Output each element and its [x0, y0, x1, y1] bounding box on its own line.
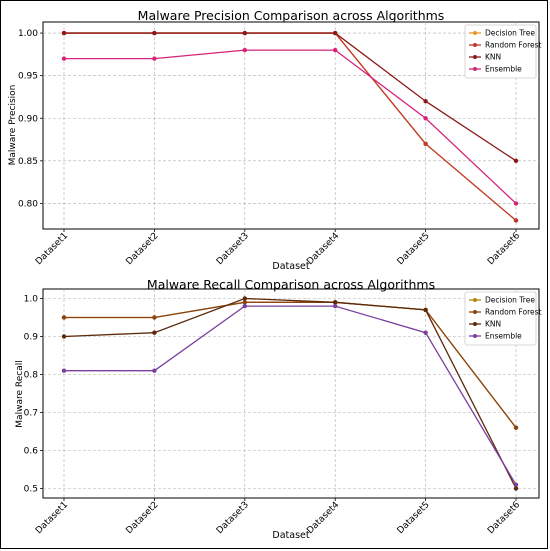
data-point: [513, 425, 519, 430]
legend-swatch-marker: [473, 43, 477, 47]
series-line-random-forest: [64, 32, 517, 221]
legend-box: [464, 291, 537, 346]
precision-y-axis-label: Malware Precision: [8, 85, 18, 166]
recall-y-ticks: 0.5 0.6 0.7 0.8 0.9 1.0: [24, 295, 43, 495]
x-tick-label: Dataset6: [486, 500, 522, 536]
legend-swatch-marker: [473, 55, 477, 59]
data-point: [333, 300, 338, 305]
legend-swatch-marker: [473, 310, 477, 314]
precision-chart: Malware Precision Comparison across Algo…: [8, 8, 542, 272]
y-tick-label: 1.0: [24, 295, 39, 305]
legend-label: Ensemble: [485, 332, 522, 341]
data-point: [152, 330, 157, 335]
legend-box: [464, 24, 537, 79]
data-point: [242, 300, 247, 305]
y-tick-label: 0.7: [24, 409, 38, 419]
x-tick-label: Dataset1: [34, 500, 70, 536]
x-tick-label: Dataset2: [124, 500, 160, 536]
data-point: [333, 303, 338, 309]
precision-plot-area: [42, 21, 540, 230]
recall-plot-area: [42, 288, 540, 499]
data-point: [423, 99, 428, 104]
y-tick-label: 0.95: [18, 72, 38, 82]
data-point: [423, 141, 428, 147]
series-line-decision-tree: [64, 32, 517, 221]
data-point: [423, 307, 428, 313]
precision-chart-title: Malware Precision Comparison across Algo…: [138, 8, 445, 23]
data-point: [242, 30, 247, 36]
y-tick-label: 0.5: [24, 485, 38, 495]
legend-label: KNN: [485, 320, 501, 329]
y-tick-label: 0.9: [24, 333, 39, 343]
series-line-random-forest: [64, 301, 517, 429]
y-tick-label: 0.80: [18, 199, 38, 209]
data-point: [423, 330, 428, 335]
data-point: [152, 56, 157, 61]
data-point: [513, 158, 519, 164]
x-tick-label: Dataset5: [396, 231, 432, 267]
data-point: [513, 201, 519, 206]
y-tick-label: 0.85: [18, 157, 38, 167]
x-tick-label: Dataset6: [486, 231, 522, 267]
precision-legend: Decision Tree Random Forest KNN Ensemble: [464, 24, 542, 79]
data-point: [513, 482, 519, 487]
recall-grid: [43, 289, 539, 498]
y-tick-label: 0.8: [24, 371, 39, 381]
legend-label: Decision Tree: [485, 296, 535, 305]
y-tick-label: 0.6: [24, 447, 39, 457]
data-point: [61, 30, 67, 36]
data-point: [333, 47, 338, 53]
recall-y-axis-label: Malware Recall: [15, 360, 25, 427]
precision-y-ticks: 0.80 0.85 0.90 0.95 1.00: [18, 29, 43, 209]
data-point: [242, 47, 247, 53]
data-point: [513, 218, 519, 223]
x-tick-label: Dataset2: [124, 231, 160, 267]
series-line-ensemble: [64, 305, 517, 486]
recall-legend: Decision Tree Random Forest KNN Ensemble: [464, 291, 542, 346]
data-point: [423, 116, 428, 121]
y-tick-label: 1.00: [18, 29, 38, 39]
x-tick-label: Dataset1: [34, 231, 70, 267]
legend-label: Decision Tree: [485, 29, 535, 38]
legend-swatch-marker: [473, 322, 477, 326]
legend-label: Ensemble: [485, 65, 522, 74]
data-point: [242, 303, 247, 309]
data-point: [152, 30, 157, 36]
legend-swatch-marker: [473, 334, 477, 338]
data-point: [513, 486, 519, 491]
x-tick-label: Dataset4: [305, 231, 341, 267]
recall-chart: Malware Recall Comparison across Algorit…: [15, 277, 542, 541]
legend-swatch-marker: [473, 31, 477, 35]
legend-swatch-marker: [473, 298, 477, 302]
data-point: [333, 30, 338, 36]
recall-chart-title: Malware Recall Comparison across Algorit…: [147, 277, 435, 292]
series-line-decision-tree: [64, 301, 517, 429]
data-point: [242, 296, 247, 301]
precision-x-axis-label: Dataset: [272, 261, 309, 272]
y-tick-label: 0.90: [18, 114, 38, 124]
data-point: [61, 315, 67, 320]
data-point: [152, 368, 157, 373]
legend-label: KNN: [485, 53, 501, 62]
x-tick-label: Dataset4: [305, 500, 341, 536]
precision-series: [61, 30, 519, 223]
data-point: [61, 368, 67, 373]
legend-label: Random Forest: [485, 308, 542, 317]
x-tick-label: Dataset3: [215, 500, 251, 536]
data-point: [152, 315, 157, 320]
data-point: [61, 56, 67, 61]
x-tick-label: Dataset5: [396, 500, 432, 536]
series-line-knn: [64, 32, 517, 162]
legend-swatch-marker: [473, 67, 477, 71]
data-point: [61, 334, 67, 339]
recall-series: [61, 296, 519, 491]
series-line-knn: [63, 297, 517, 489]
x-tick-label: Dataset3: [215, 231, 251, 267]
recall-x-axis-label: Dataset: [272, 530, 309, 541]
legend-label: Random Forest: [485, 41, 542, 50]
series-line-ensemble: [64, 49, 517, 204]
